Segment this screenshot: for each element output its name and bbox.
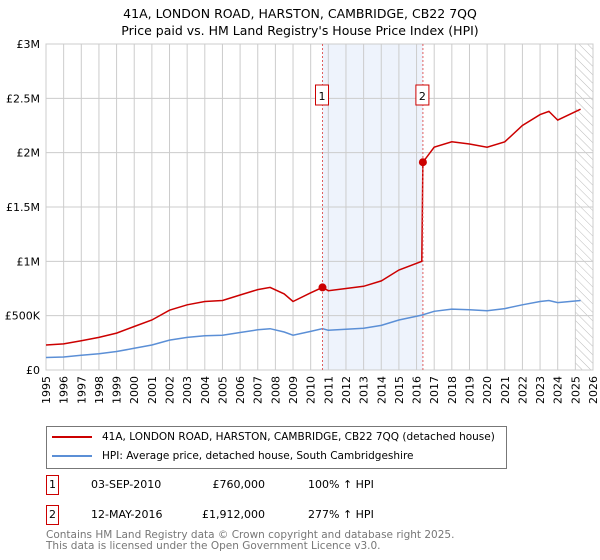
x-tick-label: 2017 [428, 376, 441, 404]
y-tick-label: £2.5M [6, 92, 40, 105]
y-tick-label: £1M [17, 255, 41, 268]
footer-licence: This data is licensed under the Open Gov… [46, 540, 381, 552]
x-tick-label: 1998 [93, 376, 106, 404]
x-tick-label: 2007 [252, 376, 265, 404]
legend: 41A, LONDON ROAD, HARSTON, CAMBRIDGE, CB… [46, 426, 507, 469]
sale-hpi: 277% ↑ HPI [308, 508, 374, 521]
x-tick-label: 2015 [393, 376, 406, 404]
x-tick-label: 2025 [569, 376, 582, 404]
footer-copyright: Contains HM Land Registry data © Crown c… [46, 529, 455, 541]
x-tick-label: 2002 [164, 376, 177, 404]
hpi-line [45, 299, 581, 359]
chart-subtitle: Price paid vs. HM Land Registry's House … [121, 23, 479, 38]
sale-2-label: 2 [419, 90, 426, 103]
legend-blue-line [52, 455, 92, 457]
x-tick-label: 2008 [269, 376, 282, 404]
x-tick-label: 2004 [199, 376, 212, 404]
y-tick-label: £0 [26, 364, 40, 377]
y-tick-label: £3M [17, 38, 41, 51]
x-tick-label: 2023 [534, 376, 547, 404]
sale-marker-1: 1 [46, 475, 59, 495]
x-tick-label: 2021 [499, 376, 512, 404]
sale-date: 03-SEP-2010 [91, 478, 162, 491]
x-tick-label: 2013 [358, 376, 371, 404]
y-tick-label: £1.5M [6, 201, 40, 214]
x-tick-label: 2020 [481, 376, 494, 404]
y-tick-label: £500K [5, 310, 41, 323]
x-tick-label: 2018 [446, 376, 459, 404]
sale-price: £760,000 [212, 478, 266, 491]
sale-2-point [418, 158, 427, 167]
chart-title: 41A, LONDON ROAD, HARSTON, CAMBRIDGE, CB… [123, 6, 477, 21]
x-tick-label: 1996 [58, 376, 71, 404]
x-tick-label: 2024 [552, 376, 565, 404]
sale-price: £1,912,000 [202, 508, 265, 521]
x-tick-label: 2005 [216, 376, 229, 404]
x-tick-label: 1995 [40, 376, 53, 404]
x-tick-label: 2001 [146, 376, 159, 404]
sale-1-point [318, 283, 327, 292]
legend-property: 41A, LONDON ROAD, HARSTON, CAMBRIDGE, CB… [102, 431, 495, 443]
x-tick-label: 2010 [305, 376, 318, 404]
sale-row-1: 1 03-SEP-2010 £760,000 100% ↑ HPI [46, 475, 446, 495]
x-tick-label: 2026 [587, 376, 600, 404]
x-tick-label: 1999 [111, 376, 124, 404]
x-tick-label: 2022 [516, 376, 529, 404]
x-tick-label: 2003 [181, 376, 194, 404]
x-tick-label: 2014 [375, 376, 388, 404]
x-tick-label: 2009 [287, 376, 300, 404]
legend-hpi: HPI: Average price, detached house, Sout… [102, 450, 414, 462]
plot-frame [45, 43, 594, 371]
legend-red-line [52, 436, 92, 438]
sale-2-label-box [415, 84, 430, 106]
price-chart: 1995 1996 1997 1998 1999 2000 2001 2002 2003 2004… [5, 38, 600, 404]
sale-1-label-box [314, 84, 329, 106]
x-tick-label: 2016 [411, 376, 424, 404]
x-tick-label: 2011 [322, 376, 335, 404]
y-tick-label: £2M [17, 147, 41, 160]
x-tick-label: 2019 [463, 376, 476, 404]
sale-hpi: 100% ↑ HPI [308, 478, 374, 491]
sale-row-2: 2 12-MAY-2016 £1,912,000 277% ↑ HPI [46, 505, 446, 525]
footer: Contains HM Land Registry data © Crown c… [46, 530, 454, 552]
sale-marker-2: 2 [46, 505, 59, 525]
x-tick-label: 2012 [340, 376, 353, 404]
sale-1-label: 1 [318, 90, 325, 103]
x-tick-label: 2000 [128, 376, 141, 404]
x-tick-label: 2006 [234, 376, 247, 404]
x-tick-label: 1997 [75, 376, 88, 404]
sale-date: 12-MAY-2016 [91, 508, 163, 521]
